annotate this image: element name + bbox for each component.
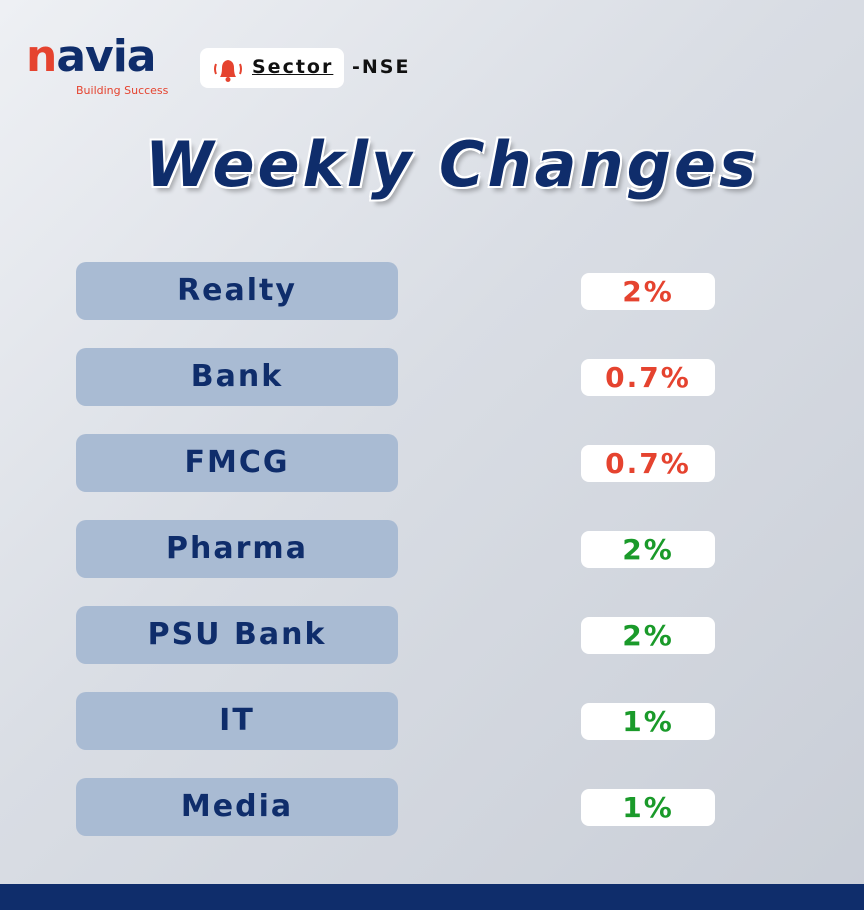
title: Weekly Changes — [145, 128, 759, 201]
sector-label: Bank — [76, 348, 398, 406]
change-value: 0.7% — [581, 359, 715, 396]
change-value: 2% — [581, 617, 715, 654]
sector-label: Realty — [76, 262, 398, 320]
sector-label: Pharma — [76, 520, 398, 578]
header-pill: Sector — [200, 48, 344, 88]
change-value: 1% — [581, 703, 715, 740]
change-value: 0.7% — [581, 445, 715, 482]
logo-tagline: Building Success — [76, 84, 169, 97]
sector-label: Media — [76, 778, 398, 836]
sector-label: FMCG — [76, 434, 398, 492]
footer-bar — [0, 884, 864, 910]
logo: navia Building Success — [26, 31, 168, 98]
change-value: 2% — [581, 531, 715, 568]
header-suffix: -NSE — [352, 56, 411, 78]
change-value: 1% — [581, 789, 715, 826]
sector-label: PSU Bank — [76, 606, 398, 664]
sector-label: IT — [76, 692, 398, 750]
bell-icon — [214, 60, 242, 82]
header-label: Sector — [252, 56, 334, 78]
change-value: 2% — [581, 273, 715, 310]
logo-name: navia — [26, 31, 156, 82]
